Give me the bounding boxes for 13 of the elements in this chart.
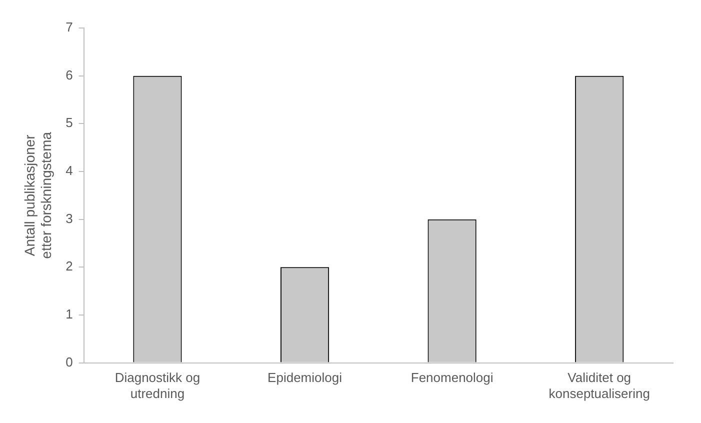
x-tick-label: Fenomenologi [410,370,494,386]
y-tick-label: 5 [66,115,73,130]
y-tick-label: 7 [66,20,73,35]
y-tick-label: 1 [66,306,73,322]
y-axis-title: Antall publikasjoner etter forskningstema [21,132,54,259]
x-tick-label: Epidemiologi [268,370,342,386]
x-tick-label: Diagnostikk og utredning [114,370,200,401]
y-tick-label: 0 [66,354,73,370]
y-tick-label: 6 [66,67,73,82]
y-tick-label: 2 [66,258,73,274]
y-tick-label: 4 [66,163,73,178]
y-tick-label: 3 [66,210,73,226]
x-tick-label: Validitet og konseptualisering [548,370,650,401]
